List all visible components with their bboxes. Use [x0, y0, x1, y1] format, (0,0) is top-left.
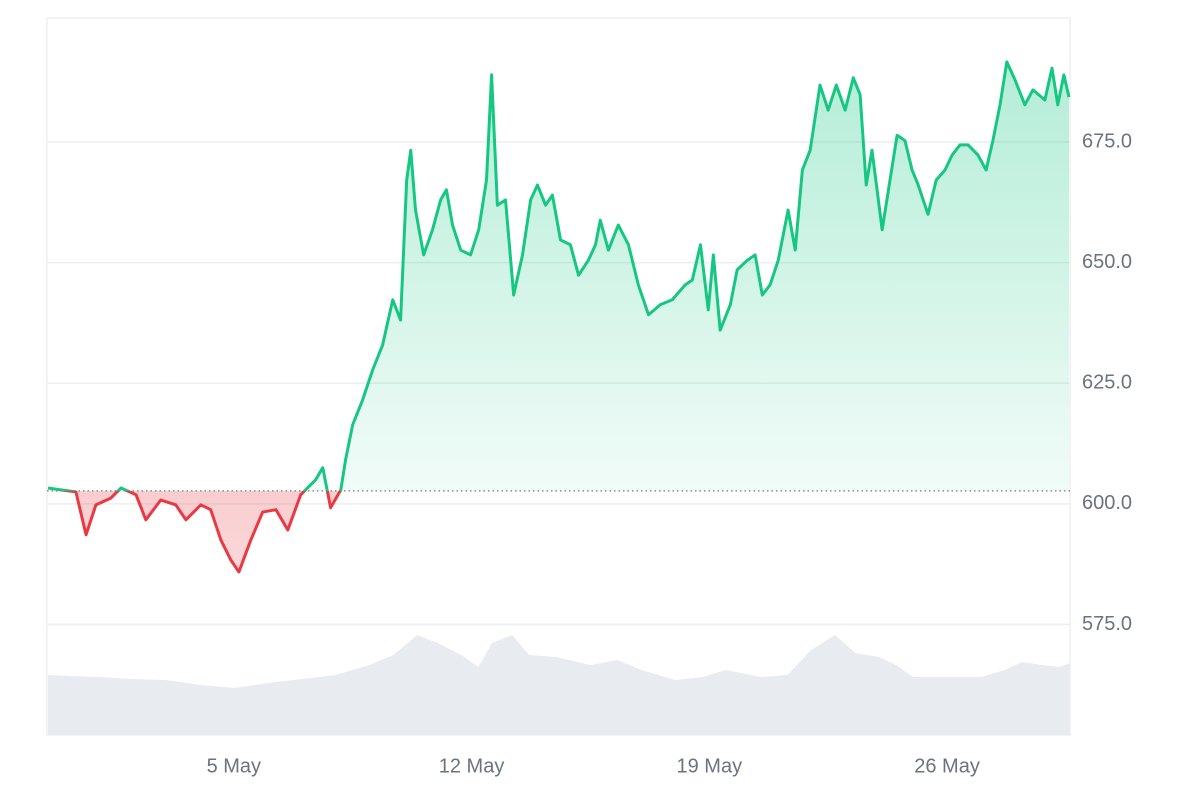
price-area — [48, 61, 1069, 572]
y-tick-label: 600.0 — [1082, 492, 1132, 514]
x-tick-label: 26 May — [914, 755, 980, 777]
x-tick-label: 19 May — [677, 755, 743, 777]
volume-area — [48, 635, 1071, 735]
x-tick-label: 5 May — [207, 755, 261, 777]
y-tick-label: 625.0 — [1082, 372, 1132, 394]
y-tick-label: 650.0 — [1082, 251, 1132, 273]
y-tick-label: 675.0 — [1082, 130, 1132, 152]
y-tick-label: 575.0 — [1082, 613, 1132, 635]
price-line — [47, 60, 1071, 574]
x-tick-label: 12 May — [439, 755, 505, 777]
